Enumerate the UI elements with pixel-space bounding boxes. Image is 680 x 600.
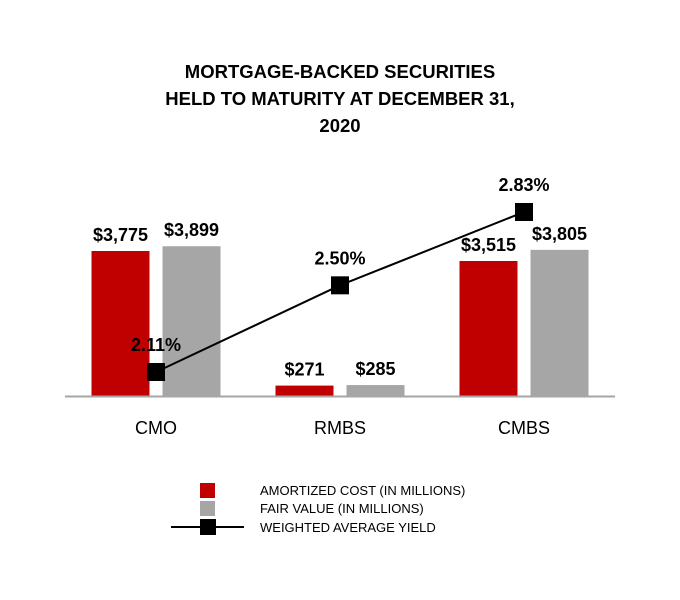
bar-fair-value-cmbs: [530, 249, 589, 396]
data-label-fair-value-cmbs: $3,805: [532, 224, 587, 244]
chart-title: MORTGAGE-BACKED SECURITIES HELD TO MATURI…: [0, 58, 680, 139]
category-label-rmbs: RMBS: [314, 418, 366, 438]
legend-swatch-amortized-cost: [200, 483, 215, 498]
chart-title-line-2: HELD TO MATURITY AT DECEMBER 31,: [165, 88, 515, 109]
yield-label-rmbs: 2.50%: [314, 248, 365, 268]
data-label-amortized-cost-rmbs: $271: [284, 360, 324, 380]
legend-marker-weighted-average-yield: [200, 519, 216, 535]
bar-amortized-cost-cmbs: [459, 260, 518, 396]
legend-swatch-fair-value: [200, 501, 215, 516]
legend-label-weighted-average-yield: WEIGHTED AVERAGE YIELD: [260, 520, 436, 535]
bar-amortized-cost-cmo: [91, 251, 150, 396]
yield-marker-cmbs: [515, 203, 533, 221]
data-label-fair-value-cmo: $3,899: [164, 220, 219, 240]
category-labels-layer: CMO RMBS CMBS: [135, 418, 550, 438]
bar-labels-layer: $3,775 $3,899 $271 $285 $3,515 $3,805: [93, 220, 587, 379]
yield-label-cmo: 2.11%: [131, 335, 181, 355]
chart-title-line-1: MORTGAGE-BACKED SECURITIES: [184, 61, 496, 82]
legend-label-amortized-cost: AMORTIZED COST (IN MILLIONS): [260, 483, 465, 498]
category-label-cmbs: CMBS: [498, 418, 550, 438]
legend: AMORTIZED COST (IN MILLIONS) FAIR VALUE (…: [171, 483, 465, 535]
bar-fair-value-rmbs: [346, 385, 405, 396]
data-label-amortized-cost-cmbs: $3,515: [461, 235, 516, 255]
yield-marker-rmbs: [331, 276, 349, 295]
bars-layer: [91, 246, 589, 396]
bar-amortized-cost-rmbs: [275, 385, 334, 396]
yield-line-layer: 2.11% 2.50% 2.83%: [131, 175, 550, 381]
bar-fair-value-cmo: [162, 246, 221, 396]
data-label-amortized-cost-cmo: $3,775: [93, 225, 148, 245]
data-label-fair-value-rmbs: $285: [355, 359, 395, 379]
yield-label-cmbs: 2.83%: [498, 175, 549, 195]
category-label-cmo: CMO: [135, 418, 177, 438]
yield-marker-cmo: [147, 363, 165, 381]
chart-title-line-3: 2020: [319, 115, 361, 136]
legend-label-fair-value: FAIR VALUE (IN MILLIONS): [260, 501, 424, 516]
